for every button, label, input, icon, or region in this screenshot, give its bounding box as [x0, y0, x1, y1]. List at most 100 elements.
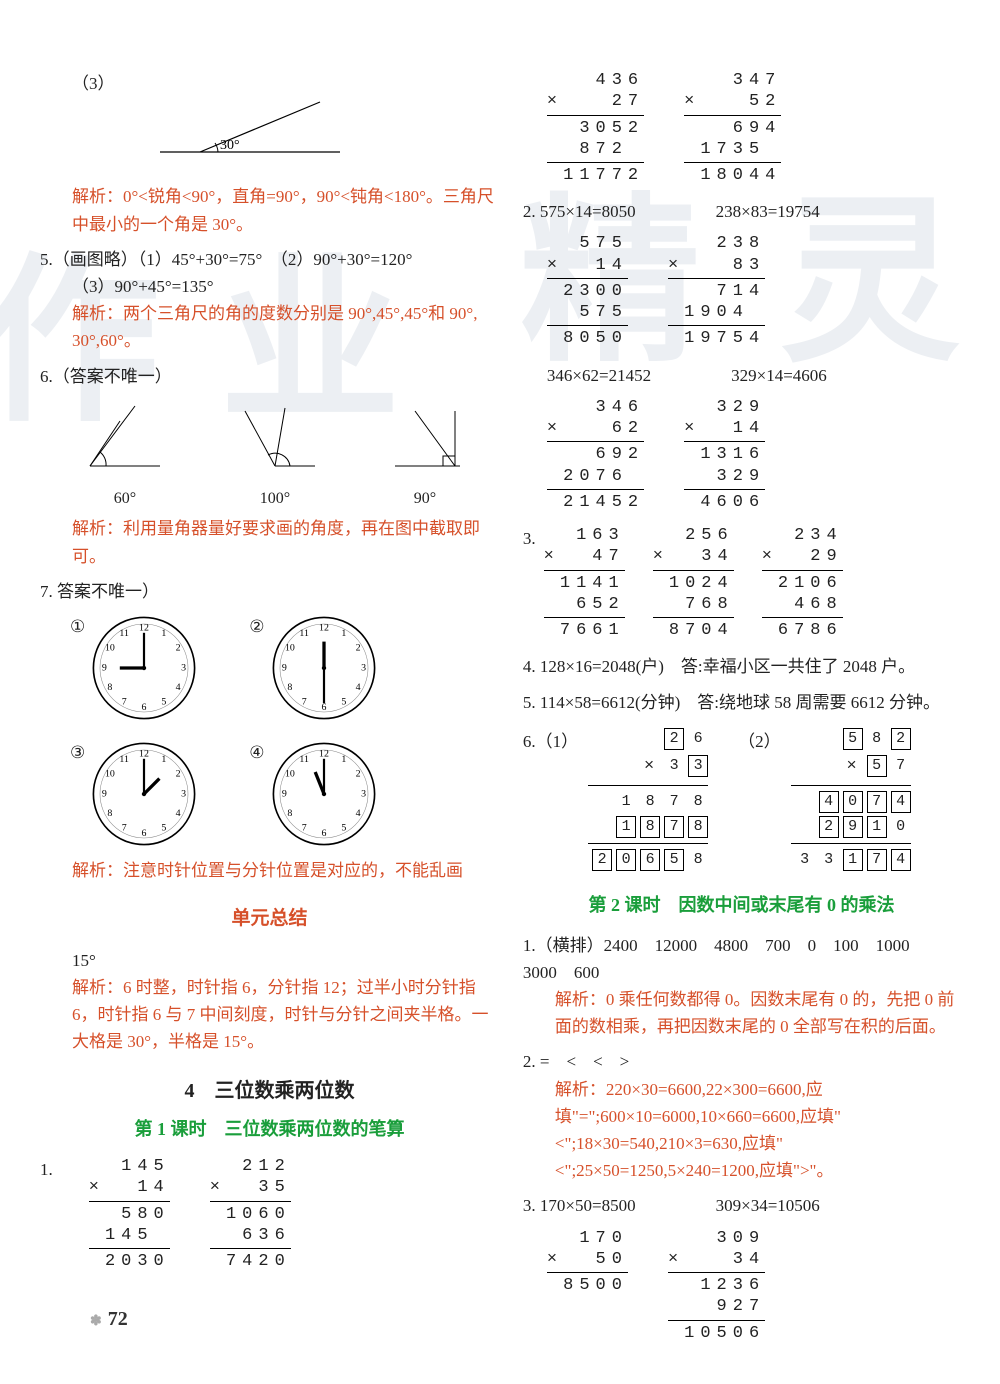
svg-text:10: 10 — [105, 768, 115, 779]
svg-text:1: 1 — [162, 628, 167, 639]
svg-text:5: 5 — [162, 696, 167, 707]
svg-text:11: 11 — [299, 754, 309, 765]
svg-text:8: 8 — [287, 808, 292, 819]
svg-text:8: 8 — [287, 682, 292, 693]
svg-text:10: 10 — [284, 768, 294, 779]
svg-text:2: 2 — [176, 768, 181, 779]
svg-text:1: 1 — [341, 628, 346, 639]
q6-explanation: 解析：利用量角器量好要求画的角度，再在图中截取即可。 — [40, 515, 499, 569]
svg-text:6: 6 — [142, 702, 147, 713]
puzzle-2: 582×574074291033174 — [791, 728, 911, 871]
svg-text:9: 9 — [102, 662, 107, 673]
l2-q3-head-b: 309×34=10506 — [716, 1192, 820, 1219]
svg-text:10: 10 — [105, 642, 115, 653]
q7-clocks: ① 1212 345 678 91011 ② — [70, 613, 499, 849]
svg-text:8: 8 — [108, 682, 113, 693]
l2-q1-expl: 解析：0 乘任何数都得 0。因数末尾有 0 的，先把 0 前面的数相乘，再把因数… — [523, 986, 960, 1040]
multiplication-block: 256× 34 1024 768 8704 — [653, 525, 734, 641]
puzzle-1: 26×331878187820658 — [588, 728, 708, 871]
svg-text:5: 5 — [162, 822, 167, 833]
svg-text:7: 7 — [301, 696, 306, 707]
svg-text:4: 4 — [355, 808, 360, 819]
q7-head: 7. 答案不唯一） — [40, 578, 499, 605]
svg-text:4: 4 — [176, 808, 181, 819]
q6-head: 6.（答案不唯一） — [40, 363, 499, 390]
svg-text:3: 3 — [361, 662, 366, 673]
q7-explanation: 解析：注意时针位置与分针位置是对应的，不能乱画 — [40, 857, 499, 884]
svg-text:2: 2 — [176, 642, 181, 653]
svg-text:11: 11 — [299, 628, 309, 639]
unit-summary-title: 单元总结 — [40, 904, 499, 934]
q5-explanation: 解析：两个三角尺的角的度数分别是 90°,45°,45°和 90°, 30°,6… — [40, 300, 499, 354]
angle-label-100: 100° — [230, 486, 320, 512]
multiplication-block: 329× 14 1316 329 4606 — [684, 397, 765, 513]
svg-text:6: 6 — [321, 828, 326, 839]
p1-label: 1. — [40, 1156, 53, 1183]
multiplication-block: 575× 14 2300 575 8050 — [547, 233, 628, 349]
svg-text:8: 8 — [108, 808, 113, 819]
multiplication-block: 212× 35 1060 636 7420 — [210, 1156, 291, 1272]
svg-text:9: 9 — [281, 662, 286, 673]
lesson-1-title: 第 1 课时 三位数乘两位数的笔算 — [40, 1115, 499, 1144]
multiplication-block: 309× 34 1236 927 10506 — [668, 1228, 765, 1344]
q3-explanation: 解析：0°<锐角<90°，直角=90°，90°<钝角<180°。三角尺中最小的一… — [40, 183, 499, 237]
clock-4: 1212 345 678 91011 — [269, 739, 379, 849]
l2-q1: 1.（横排）2400 12000 4800 700 0 100 1000 300… — [523, 932, 960, 986]
angle-30-label: 30° — [220, 138, 240, 153]
svg-text:12: 12 — [319, 623, 329, 634]
left-column: （3） 30° 解析：0°<锐角<90°，直角=90°，90°<钝角<180°。… — [40, 70, 499, 1344]
multiplication-block: 145× 14 580 145 2030 — [89, 1156, 170, 1272]
svg-text:7: 7 — [301, 822, 306, 833]
q2-mults: 575× 14 2300 575 8050 238× 83 714 1904 1… — [547, 233, 960, 349]
q5-line2: （3）90°+45°=135° — [40, 273, 499, 300]
q2-head-b: 238×83=19754 — [716, 198, 820, 225]
multiplication-block: 163× 47 1141 652 7661 — [544, 525, 625, 641]
clock-3: 1212 345 678 91011 — [89, 739, 199, 849]
svg-text:6: 6 — [142, 828, 147, 839]
svg-text:1: 1 — [341, 754, 346, 765]
svg-text:5: 5 — [341, 696, 346, 707]
top-mults: 436× 27 3052 872 11772 347× 52 694 1735 … — [547, 70, 960, 186]
q6-label-2: （2） — [738, 728, 781, 755]
svg-text:11: 11 — [120, 754, 130, 765]
right-column: 436× 27 3052 872 11772 347× 52 694 1735 … — [523, 70, 960, 1344]
q3-angle-diagram: 30° — [140, 97, 499, 175]
multiplication-block: 346× 62 692 2076 21452 — [547, 397, 644, 513]
svg-text:10: 10 — [284, 642, 294, 653]
svg-text:5: 5 — [341, 822, 346, 833]
unit-answer: 15° — [40, 947, 499, 974]
svg-text:2: 2 — [355, 642, 360, 653]
svg-text:12: 12 — [319, 749, 329, 760]
l2-q3-mults: 170× 50 8500 309× 34 1236 927 10506 — [547, 1228, 960, 1344]
svg-text:7: 7 — [122, 822, 127, 833]
svg-text:11: 11 — [120, 628, 130, 639]
q5-line1: 5.（画图略）（1）45°+30°=75° （2）90°+30°=120° — [40, 246, 499, 273]
svg-text:12: 12 — [139, 749, 149, 760]
multiplication-block: 347× 52 694 1735 18044 — [684, 70, 781, 186]
clock-2: 1212 345 678 91011 — [269, 613, 379, 723]
svg-text:4: 4 — [176, 682, 181, 693]
unit-explanation: 解析：6 时整，时针指 6，分针指 12；过半小时分针指 6，时针指 6 与 7… — [40, 974, 499, 1056]
svg-text:9: 9 — [102, 788, 107, 799]
multiplication-block: 170× 50 8500 — [547, 1228, 628, 1344]
svg-text:3: 3 — [361, 788, 366, 799]
svg-text:2: 2 — [355, 768, 360, 779]
l2-q3-head-a: 3. 170×50=8500 — [523, 1192, 636, 1219]
q3-mults: 163× 47 1141 652 7661 256× 34 1024 768 8… — [544, 525, 843, 641]
svg-text:4: 4 — [355, 682, 360, 693]
q2-head-a: 2. 575×14=8050 — [523, 198, 636, 225]
svg-text:6: 6 — [321, 702, 326, 713]
q2b-head-b: 329×14=4606 — [731, 362, 827, 389]
multiplication-block: 238× 83 714 1904 19754 — [668, 233, 765, 349]
angle-label-60: 60° — [80, 486, 170, 512]
q3-label: （3） — [40, 70, 499, 97]
lesson-2-title: 第 2 课时 因数中间或末尾有 0 的乘法 — [523, 891, 960, 920]
clock-label-4: ④ — [249, 739, 264, 766]
clock-1: 1212 345 678 91011 — [89, 613, 199, 723]
svg-text:3: 3 — [181, 788, 186, 799]
q3-label: 3. — [523, 525, 536, 552]
svg-text:7: 7 — [122, 696, 127, 707]
svg-text:9: 9 — [281, 788, 286, 799]
svg-text:3: 3 — [181, 662, 186, 673]
svg-text:12: 12 — [139, 623, 149, 634]
